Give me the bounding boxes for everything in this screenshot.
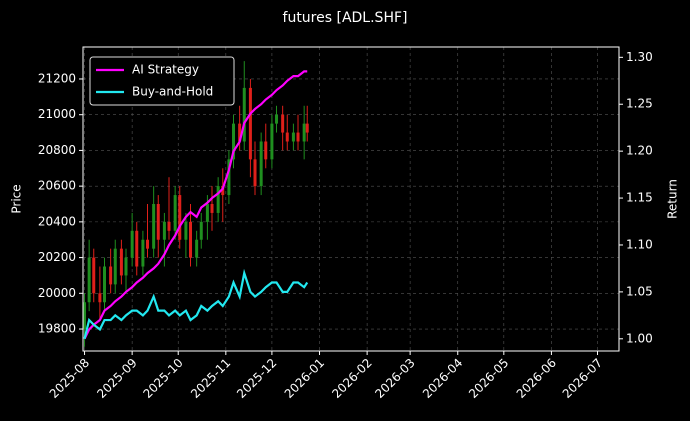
- candle-body: [275, 114, 279, 124]
- x-tick-label: 2026-02: [329, 356, 374, 401]
- candle-body: [227, 159, 231, 196]
- y2-tick-label: 1.20: [626, 144, 653, 158]
- candle-body: [205, 204, 209, 222]
- legend-label: AI Strategy: [132, 63, 199, 77]
- y-tick-label: 20600: [38, 179, 76, 193]
- x-tick-label: 2025-08: [47, 356, 92, 401]
- y-tick-label: 20200: [38, 250, 76, 264]
- candle-body: [113, 248, 117, 285]
- x-tick-label: 2025-10: [140, 356, 185, 401]
- x-tick-label: 2025-12: [234, 356, 279, 401]
- candle-body: [210, 204, 214, 213]
- candle-body: [189, 221, 193, 258]
- candle-body: [178, 195, 182, 240]
- y2-tick-label: 1.25: [626, 97, 653, 111]
- candle-body: [152, 204, 156, 249]
- x-tick-label: 2026-01: [282, 356, 327, 401]
- candle-body: [119, 248, 123, 276]
- candle-body: [242, 87, 246, 142]
- y-tick-label: 20000: [38, 286, 76, 300]
- y-tick-label: 20400: [38, 214, 76, 228]
- y2-tick-label: 1.10: [626, 237, 653, 251]
- candle-body: [195, 239, 199, 258]
- x-tick-label: 2026-04: [420, 356, 465, 401]
- chart-title: futures [ADL.SHF]: [283, 10, 408, 26]
- candle-body: [98, 293, 102, 303]
- candle-body: [253, 159, 257, 187]
- candle-body: [232, 123, 236, 160]
- candle-body: [167, 221, 171, 231]
- candle-body: [259, 141, 263, 187]
- y2-tick-label: 1.30: [626, 50, 653, 64]
- legend-label: Buy-and-Hold: [132, 85, 213, 99]
- x-tick-label: 2026-03: [372, 356, 417, 401]
- candle-body: [156, 204, 160, 240]
- candle-body: [92, 257, 96, 294]
- candle-body: [221, 186, 225, 196]
- candle-body: [248, 87, 252, 160]
- candle-body: [83, 302, 87, 330]
- candle-body: [184, 221, 188, 240]
- candle-body: [141, 239, 145, 267]
- candle-body: [238, 123, 242, 142]
- plot-frame: [82, 46, 620, 352]
- y2-tick-label: 1.15: [626, 191, 653, 205]
- y-tick-label: 20800: [38, 143, 76, 157]
- candle-body: [109, 266, 113, 285]
- x-tick-label: 2025-11: [188, 356, 233, 401]
- candle-body: [124, 257, 128, 276]
- candle-body: [130, 230, 134, 258]
- candle-body: [302, 123, 306, 142]
- candle-body: [87, 257, 91, 303]
- candle-body: [270, 123, 274, 160]
- x-tick-label: 2025-09: [94, 356, 139, 401]
- y-tick-label: 19800: [38, 322, 76, 336]
- candle-body: [146, 239, 150, 249]
- candle-body: [281, 114, 285, 133]
- candle-body: [135, 230, 139, 267]
- candle-body: [264, 141, 268, 160]
- candle-body: [216, 186, 220, 213]
- legend-box: [89, 56, 235, 106]
- return-line: [83, 70, 308, 340]
- candle-body: [291, 132, 295, 142]
- x-tick-label: 2026-06: [514, 356, 559, 401]
- candle-body: [296, 132, 300, 142]
- y2-axis-label: Return: [666, 179, 680, 219]
- candle-body: [305, 123, 309, 133]
- y-axis-label: Price: [10, 184, 24, 213]
- candle-body: [103, 266, 107, 303]
- candle-body: [173, 195, 177, 231]
- return-line: [83, 268, 309, 340]
- y2-tick-label: 1.00: [626, 331, 653, 345]
- x-tick-label: 2026-05: [466, 356, 511, 401]
- x-tick-label: 2026-07: [560, 356, 605, 401]
- y-tick-label: 21200: [38, 71, 76, 85]
- candle-body: [199, 221, 203, 240]
- y2-tick-label: 1.05: [626, 284, 653, 298]
- y-tick-label: 21000: [38, 107, 76, 121]
- candle-body: [162, 221, 166, 240]
- candle-body: [285, 132, 289, 142]
